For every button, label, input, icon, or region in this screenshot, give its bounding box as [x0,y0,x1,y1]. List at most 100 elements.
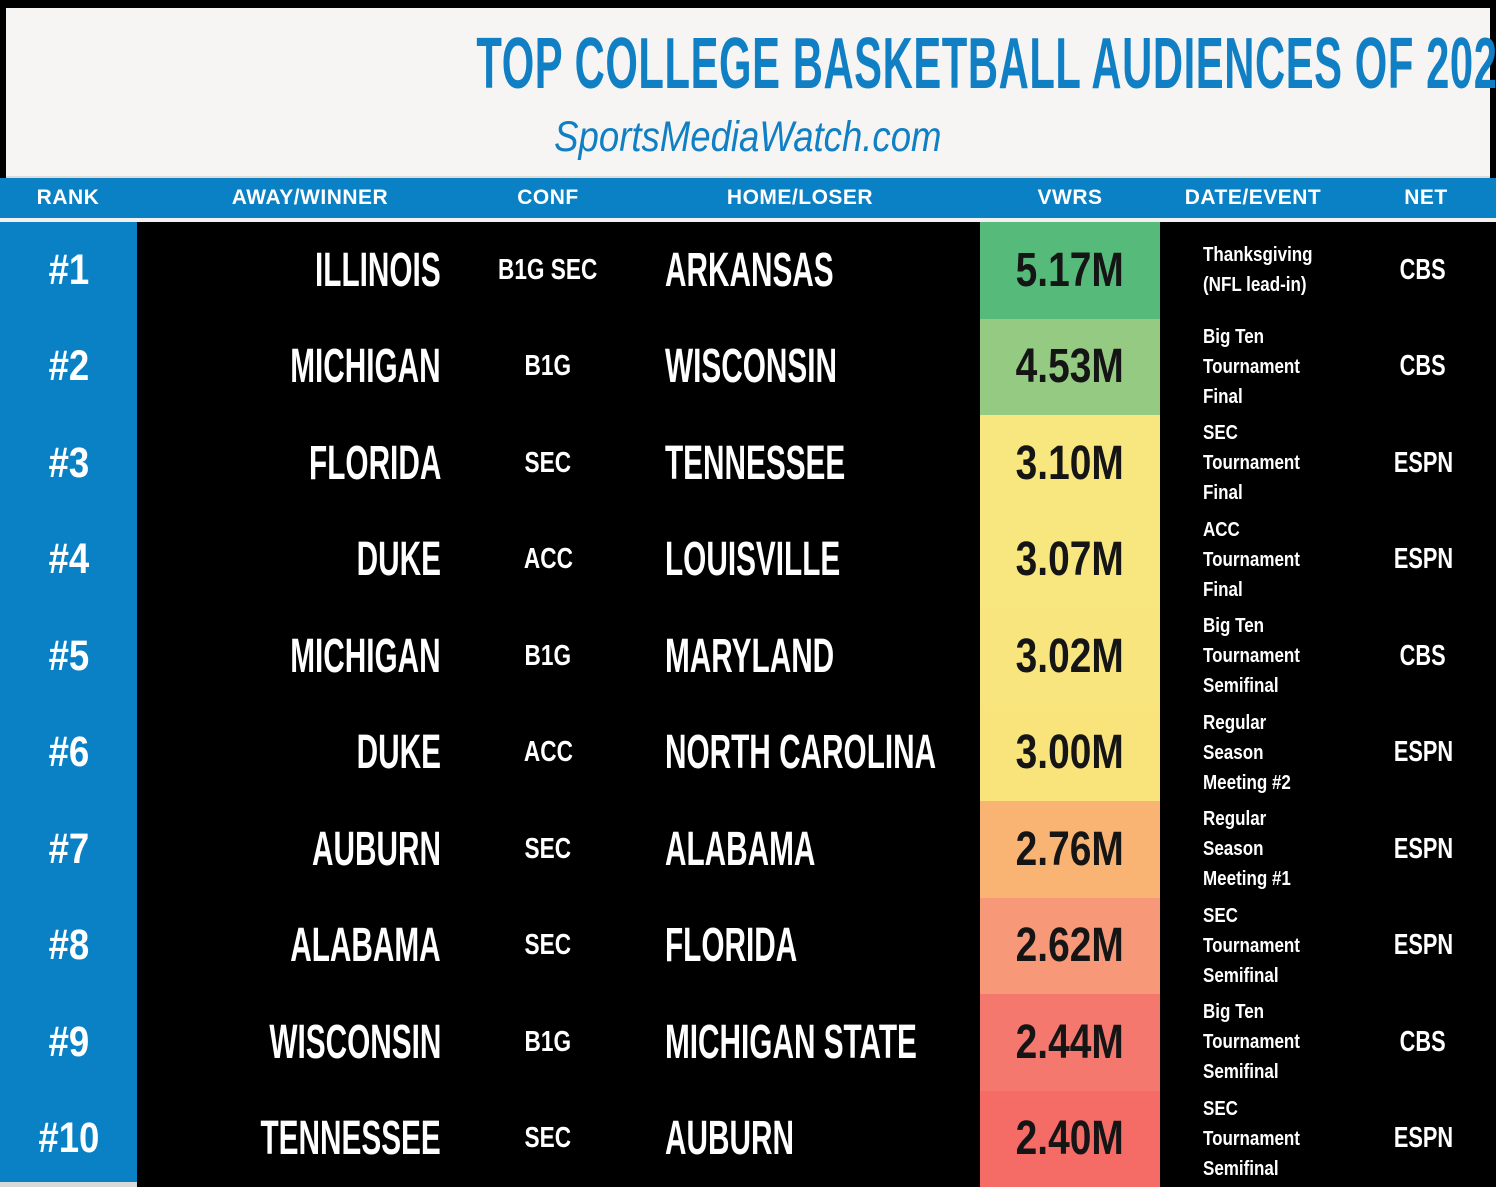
rank-label: #9 [48,1017,89,1066]
away-team-cell: DUKE [137,512,483,609]
network-cell: ESPN [1350,1091,1496,1187]
viewers-cell: 4.53M [980,318,1160,415]
event-cell: Big Ten Tournament Final [1160,319,1350,416]
event-cell: Regular Season Meeting #2 [1160,705,1350,802]
home-team-cell: ARKANSAS [613,222,980,319]
rank-cell: #9 [0,994,137,1091]
home-team: LOUISVILLE [665,533,841,587]
away-team: ILLINOIS [315,243,441,297]
conference-cell: SEC [483,415,613,512]
site-logo-text: SportsMediaWatch.com [554,113,942,161]
conference-cell: ACC [483,512,613,609]
event-cell: Big Ten Tournament Semifinal [1160,608,1350,705]
viewers-cell: 5.17M [980,222,1160,319]
away-team: MICHIGAN [290,340,441,394]
event-label: Regular Season Meeting #2 [1203,711,1291,794]
away-team: DUKE [356,533,441,587]
home-team-cell: ALABAMA [613,801,980,898]
col-header-home: HOME/LOSER [726,186,874,209]
home-team: WISCONSIN [665,340,837,394]
home-team-cell: MARYLAND [613,608,980,705]
network-cell: CBS [1350,994,1496,1091]
home-team: MICHIGAN STATE [665,1015,917,1069]
viewers-value: 3.07M [1015,533,1125,587]
masthead: TOP COLLEGE BASKETBALL AUDIENCES OF 2024… [0,0,1496,178]
rank-cell: #2 [0,318,137,415]
column-header-bar: RANK AWAY/WINNER CONF HOME/LOSER VWRS DA… [0,178,1496,222]
away-team: ALABAMA [290,919,441,973]
conference-label: SEC [524,446,572,479]
viewers-cell: 2.62M [980,897,1160,994]
conference-cell: SEC [483,801,613,898]
conference-cell: B1G SEC [483,222,613,319]
event-label: Big Ten Tournament Semifinal [1203,615,1300,698]
event-label: SEC Tournament Semifinal [1203,904,1300,987]
home-team: ARKANSAS [665,243,834,297]
event-cell: SEC Tournament Semifinal [1160,1091,1350,1187]
event-cell: SEC Tournament Semifinal [1160,898,1350,995]
col-header-away: AWAY/WINNER [231,186,389,209]
col-header-rank: RANK [36,186,100,209]
home-team-cell: AUBURN [613,1091,980,1187]
home-team-cell: TENNESSEE [613,415,980,512]
away-team-cell: ALABAMA [137,898,483,995]
col-header-conf: CONF [517,186,579,209]
away-team-cell: WISCONSIN [137,994,483,1091]
rank-cell: #8 [0,897,137,994]
away-team-cell: ILLINOIS [137,222,483,319]
viewers-cell: 3.00M [980,704,1160,801]
viewers-value: 2.44M [1015,1015,1125,1069]
rank-cell: #7 [0,801,137,898]
viewers-value: 3.02M [1015,629,1125,683]
viewers-value: 3.10M [1015,436,1125,490]
away-team-cell: FLORIDA [137,415,483,512]
viewers-value: 5.17M [1015,243,1125,297]
network-cell: ESPN [1350,898,1496,995]
away-team-cell: DUKE [137,705,483,802]
viewers-cell: 3.10M [980,415,1160,512]
rank-cell: #1 [0,222,137,319]
home-team: FLORIDA [665,919,798,973]
rank-label: #10 [38,1114,99,1163]
home-team: AUBURN [665,1112,794,1166]
conference-label: ACC [523,736,573,769]
event-label: Thanksgiving (NFL lead-in) [1203,244,1313,297]
conference-label: SEC [524,1122,572,1155]
rank-label: #7 [48,824,89,873]
conference-cell: B1G [483,608,613,705]
conference-cell: B1G [483,319,613,416]
conference-label: ACC [523,543,573,576]
away-team-cell: AUBURN [137,801,483,898]
conference-cell: SEC [483,898,613,995]
page-title: TOP COLLEGE BASKETBALL AUDIENCES OF 2024… [476,24,1496,104]
network-label: ESPN [1393,1122,1453,1155]
col-header-date: DATE/EVENT [1184,186,1322,209]
viewers-value: 2.40M [1015,1112,1125,1166]
network-label: CBS [1400,350,1446,383]
away-team: MICHIGAN [290,629,441,683]
event-label: SEC Tournament Final [1203,422,1300,505]
event-label: Regular Season Meeting #1 [1203,808,1291,891]
viewers-value: 3.00M [1015,726,1125,780]
network-label: ESPN [1393,543,1453,576]
away-team: FLORIDA [308,436,441,490]
viewers-cell: 3.02M [980,608,1160,705]
network-label: ESPN [1393,929,1453,962]
away-team: TENNESSEE [260,1112,441,1166]
rank-label: #8 [48,921,89,970]
event-label: Big Ten Tournament Final [1203,325,1300,408]
event-label: Big Ten Tournament Semifinal [1203,1001,1300,1084]
network-cell: CBS [1350,608,1496,705]
viewers-cell: 2.44M [980,994,1160,1091]
conference-label: SEC [524,929,572,962]
network-label: CBS [1400,639,1446,672]
home-team: NORTH CAROLINA [665,726,937,780]
rank-cell: #10 [0,1090,137,1187]
rank-cell: #3 [0,415,137,512]
conference-label: B1G [524,1025,572,1058]
col-header-vwrs: VWRS [1037,186,1103,209]
network-cell: CBS [1350,319,1496,416]
rankings-table: #1 ILLINOIS B1G SEC ARKANSAS 5.17M Thank… [0,222,1496,1187]
network-label: CBS [1400,1025,1446,1058]
